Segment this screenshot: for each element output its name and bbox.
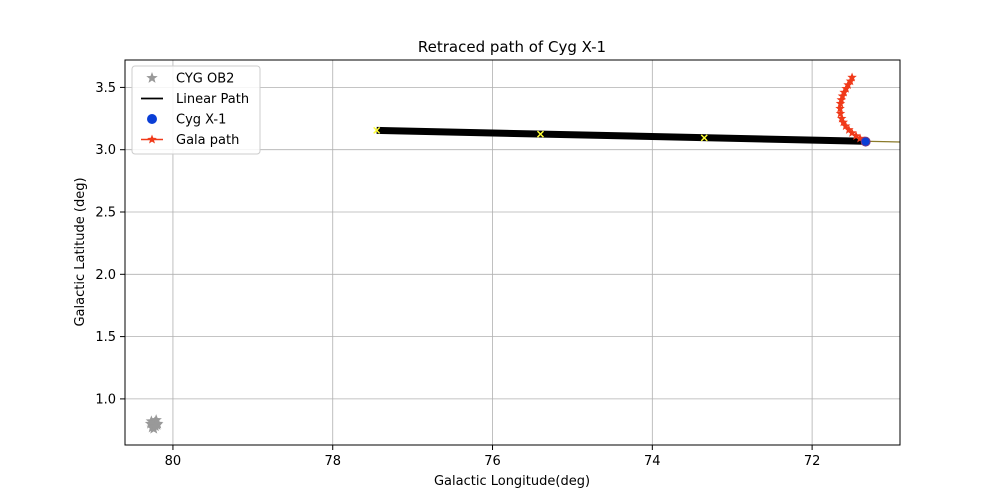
gala-path-point — [851, 131, 861, 141]
legend-item: Cyg X-1 — [147, 113, 226, 128]
series-linear-path — [376, 126, 865, 145]
linear-path-line — [376, 126, 865, 145]
gala-path-point — [835, 108, 846, 118]
chart-title: Retraced path of Cyg X-1 — [418, 38, 606, 56]
ticks: 80 78 76 74 72 1.0 1.5 2.0 2.5 3.0 3.5 — [95, 81, 820, 469]
legend-label: CYG OB2 — [176, 72, 234, 87]
x-tick-label: 78 — [324, 454, 341, 469]
legend-box — [131, 65, 261, 155]
legend: CYG OB2 Linear Path Cyg X-1 Gala path — [131, 65, 261, 155]
cyg-x1-point — [860, 136, 871, 147]
x-tick-label: 80 — [165, 454, 182, 469]
gala-path-point — [844, 124, 854, 134]
y-tick-label: 3.0 — [95, 143, 116, 158]
x-axis-label: Galactic Longitude(deg) — [434, 474, 590, 489]
grid — [125, 60, 900, 445]
y-tick-label: 2.5 — [95, 206, 116, 221]
cyg-ob2-point — [149, 420, 162, 432]
gala-path-point — [835, 98, 846, 108]
path-x-marker — [536, 130, 544, 138]
y-tick-label: 1.0 — [95, 392, 116, 407]
y-tick-label: 1.5 — [95, 330, 116, 345]
path-x-marker — [700, 134, 708, 142]
legend-item: Gala path — [141, 133, 239, 148]
x-tick-label: 74 — [644, 454, 661, 469]
path-x-marker — [373, 126, 381, 134]
gala-path-point — [855, 133, 865, 143]
legend-circle-icon — [147, 114, 157, 124]
series-gala-path — [835, 72, 869, 146]
gala-path-point — [837, 91, 848, 101]
series-cyg-x-1 — [860, 136, 871, 147]
gala-path-point — [835, 103, 845, 113]
gala-path-point — [845, 76, 856, 86]
y-tick-label: 3.5 — [95, 81, 116, 96]
legend-item: Linear Path — [141, 92, 249, 107]
series-cyg-ob2 — [144, 414, 164, 434]
legend-star-icon — [147, 134, 157, 144]
gala-path-point — [836, 94, 847, 104]
y-tick-label: 2.0 — [95, 268, 116, 283]
y-axis-label: Galactic Latitude (deg) — [73, 177, 88, 326]
legend-item: CYG OB2 — [146, 72, 234, 87]
series-markers — [373, 126, 708, 142]
cyg-ob2-point — [150, 414, 162, 425]
legend-label: Gala path — [176, 133, 239, 148]
legend-label: Cyg X-1 — [176, 113, 226, 128]
x-tick-label: 76 — [484, 454, 501, 469]
gala-path-point — [847, 72, 857, 82]
gala-path-point — [836, 113, 847, 123]
gala-path-point — [838, 117, 849, 127]
legend-label: Linear Path — [176, 92, 249, 107]
gala-path-point — [847, 127, 857, 137]
plot-content — [144, 72, 900, 434]
plot-frame — [124, 59, 901, 446]
x-tick-label: 72 — [804, 454, 821, 469]
legend-star-icon — [146, 72, 158, 83]
